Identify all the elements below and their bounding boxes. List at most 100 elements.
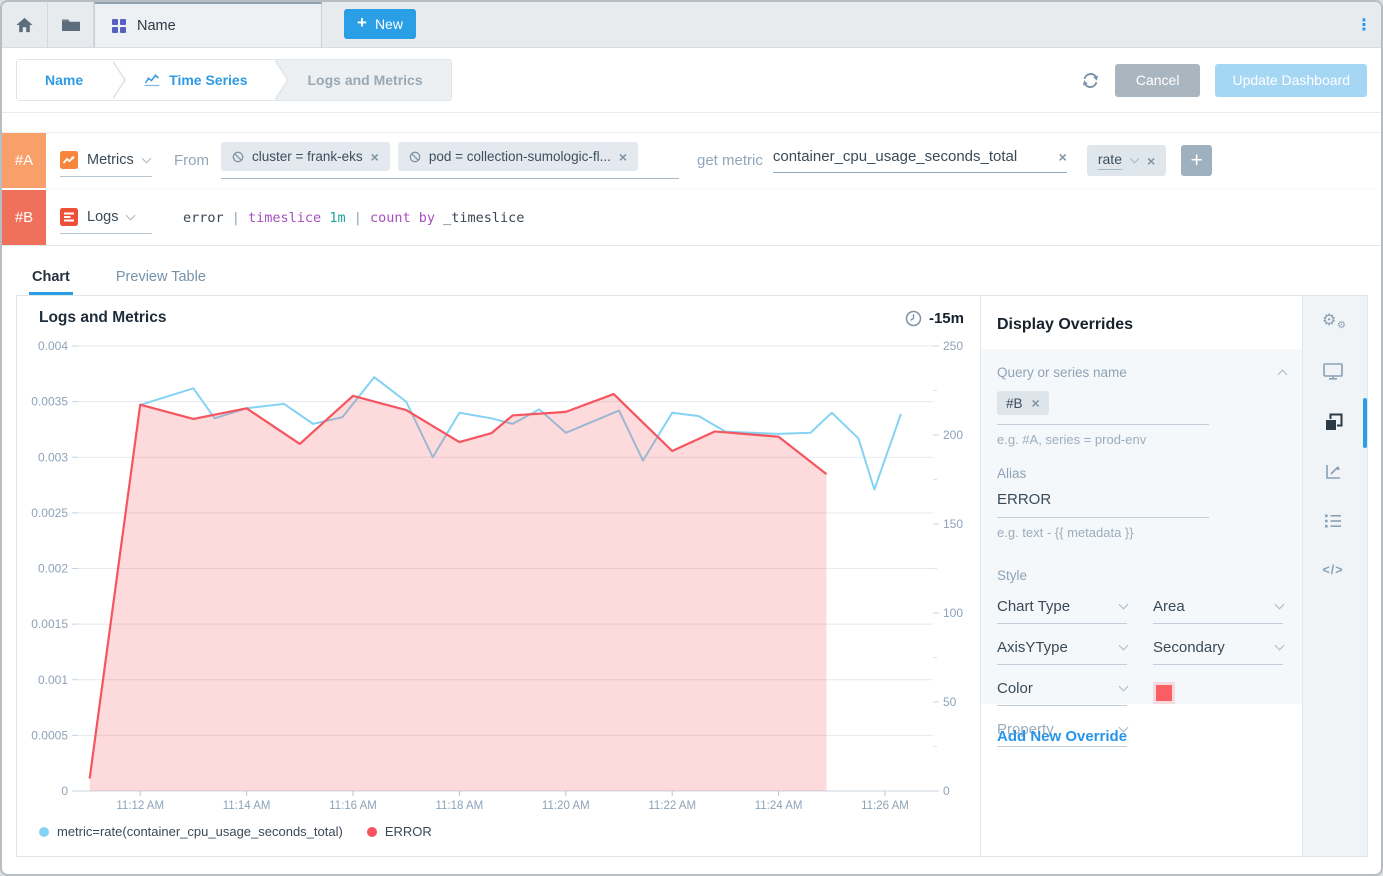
metric-name-input[interactable]: container_cpu_usage_seconds_total × — [773, 148, 1067, 173]
color-swatch[interactable] — [1153, 682, 1175, 704]
remove-query-icon[interactable]: × — [1032, 396, 1040, 410]
remove-operator-icon[interactable]: × — [1147, 154, 1155, 168]
input-underline[interactable] — [997, 424, 1209, 425]
svg-text:11:18 AM: 11:18 AM — [436, 800, 484, 812]
tab-preview-table[interactable]: Preview Table — [116, 258, 206, 295]
monitor-icon — [1323, 363, 1343, 380]
new-button[interactable]: + New — [344, 9, 416, 39]
panel-title: Display Overrides — [981, 296, 1302, 334]
active-tool-indicator — [1363, 398, 1367, 448]
exclude-icon — [409, 151, 421, 163]
query-type-label: Logs — [87, 209, 118, 225]
operator-chip-rate[interactable]: rate × — [1087, 145, 1166, 176]
chevron-down-icon — [1119, 641, 1129, 651]
breadcrumb-name-label: Name — [45, 72, 83, 88]
kebab-menu-icon[interactable]: ⋮ — [1353, 15, 1375, 35]
filter-chip-label: pod = collection-sumologic-fl... — [429, 149, 611, 164]
collapse-chevron-icon[interactable] — [1278, 370, 1288, 380]
add-operator-button[interactable]: + — [1181, 145, 1212, 176]
axis-settings-button[interactable] — [1303, 463, 1363, 481]
folder-button[interactable] — [48, 2, 94, 47]
svg-text:11:26 AM: 11:26 AM — [861, 800, 909, 812]
breadcrumb-item-time-series[interactable]: Time Series — [111, 60, 273, 100]
legend-dot-error — [367, 827, 377, 837]
time-range[interactable]: -15m — [905, 310, 964, 327]
input-underline[interactable] — [997, 517, 1209, 518]
cancel-button[interactable]: Cancel — [1115, 64, 1201, 97]
svg-text:0.0025: 0.0025 — [31, 506, 68, 520]
home-button[interactable] — [2, 2, 48, 47]
app-window: Name + New ⋮ Name Time Series Log — [0, 0, 1383, 876]
override-editor: Query or series name #B × e.g. #A, serie… — [981, 349, 1302, 704]
main-content: Logs and Metrics -15m 00.00050.0010.0015… — [16, 295, 1368, 857]
side-icon-strip: ⚙⚙ — [1302, 296, 1367, 856]
display-settings-button[interactable] — [1303, 363, 1363, 380]
chart-title: Logs and Metrics — [39, 309, 166, 327]
metric-filters-field[interactable]: cluster = frank-eks × pod = collection-s… — [221, 142, 679, 179]
chevron-down-icon — [1130, 154, 1140, 164]
clear-metric-icon[interactable]: × — [1059, 150, 1067, 164]
axis-y-type-value-select[interactable]: Secondary — [1153, 639, 1283, 665]
metrics-icon — [60, 151, 78, 169]
tab-chart[interactable]: Chart — [32, 258, 70, 295]
query-badge-b: #B — [2, 190, 46, 245]
metric-name-value: container_cpu_usage_seconds_total — [773, 148, 1017, 165]
query-badge-a: #A — [2, 133, 46, 188]
code-view-button[interactable]: </> — [1303, 563, 1363, 577]
remove-filter-icon[interactable]: × — [619, 150, 627, 164]
query-type-label: Metrics — [87, 152, 134, 168]
alias-hint: e.g. text - {{ metadata }} — [997, 525, 1286, 540]
query-chip-b[interactable]: #B × — [997, 391, 1049, 415]
svg-text:200: 200 — [943, 428, 963, 442]
chart-header: Logs and Metrics -15m — [17, 296, 980, 327]
breadcrumb-time-series-label: Time Series — [169, 72, 247, 88]
legend-item-metric[interactable]: metric=rate(container_cpu_usage_seconds_… — [39, 824, 343, 839]
clock-icon — [905, 310, 922, 327]
logs-query-input[interactable]: error | timeslice 1m | count by _timesli… — [183, 210, 524, 226]
time-series-chart[interactable]: 00.00050.0010.00150.0020.00250.0030.0035… — [27, 328, 973, 816]
svg-text:0: 0 — [61, 784, 68, 798]
query-chip-label: #B — [1006, 396, 1023, 411]
chart-type-value-select[interactable]: Area — [1153, 598, 1283, 624]
breadcrumb-item-logs-metrics: Logs and Metrics — [274, 60, 451, 100]
display-overrides-button[interactable] — [1303, 413, 1363, 432]
color-select[interactable]: Color — [997, 680, 1127, 706]
breadcrumb-logs-metrics-label: Logs and Metrics — [308, 72, 423, 88]
general-settings-button[interactable]: ⚙⚙ — [1303, 312, 1363, 332]
legend-item-error[interactable]: ERROR — [367, 824, 432, 839]
chevron-down-icon — [1275, 641, 1285, 651]
view-tabs: Chart Preview Table — [2, 258, 1381, 295]
svg-text:11:24 AM: 11:24 AM — [755, 800, 803, 812]
display-overrides-panel: Display Overrides Query or series name #… — [980, 296, 1302, 856]
filter-chip-label: cluster = frank-eks — [252, 149, 363, 164]
svg-text:0.001: 0.001 — [38, 673, 68, 687]
tab-name[interactable]: Name — [94, 2, 322, 47]
time-range-label: -15m — [929, 310, 964, 327]
alias-input[interactable]: ERROR — [997, 491, 1209, 508]
svg-text:0.002: 0.002 — [38, 562, 68, 576]
chart-panel: Logs and Metrics -15m 00.00050.0010.0015… — [17, 296, 980, 856]
dashboard-grid-icon — [111, 18, 127, 34]
legend-label: ERROR — [385, 824, 432, 839]
refresh-icon[interactable] — [1081, 71, 1100, 90]
remove-filter-icon[interactable]: × — [371, 150, 379, 164]
axis-y-type-select[interactable]: AxisYType — [997, 639, 1127, 665]
svg-text:50: 50 — [943, 695, 957, 709]
from-label: From — [174, 152, 209, 169]
query-type-select-logs[interactable]: Logs — [60, 202, 152, 234]
query-type-select-metrics[interactable]: Metrics — [60, 145, 152, 177]
filter-chip-pod[interactable]: pod = collection-sumologic-fl... × — [398, 142, 638, 171]
breadcrumb: Name Time Series Logs and Metrics — [16, 59, 452, 101]
update-dashboard-button[interactable]: Update Dashboard — [1215, 64, 1367, 97]
filter-chip-cluster[interactable]: cluster = frank-eks × — [221, 142, 390, 171]
breadcrumb-item-name[interactable]: Name — [17, 60, 111, 100]
svg-text:11:16 AM: 11:16 AM — [329, 800, 377, 812]
add-new-override-link[interactable]: Add New Override — [997, 728, 1127, 745]
svg-text:11:14 AM: 11:14 AM — [223, 800, 271, 812]
chart-type-select[interactable]: Chart Type — [997, 598, 1127, 624]
query-series-label: Query or series name — [997, 365, 1127, 380]
get-metric-label: get metric — [697, 152, 763, 169]
chevron-down-icon — [126, 210, 136, 220]
style-label: Style — [997, 568, 1286, 583]
legend-settings-button[interactable] — [1303, 513, 1363, 529]
